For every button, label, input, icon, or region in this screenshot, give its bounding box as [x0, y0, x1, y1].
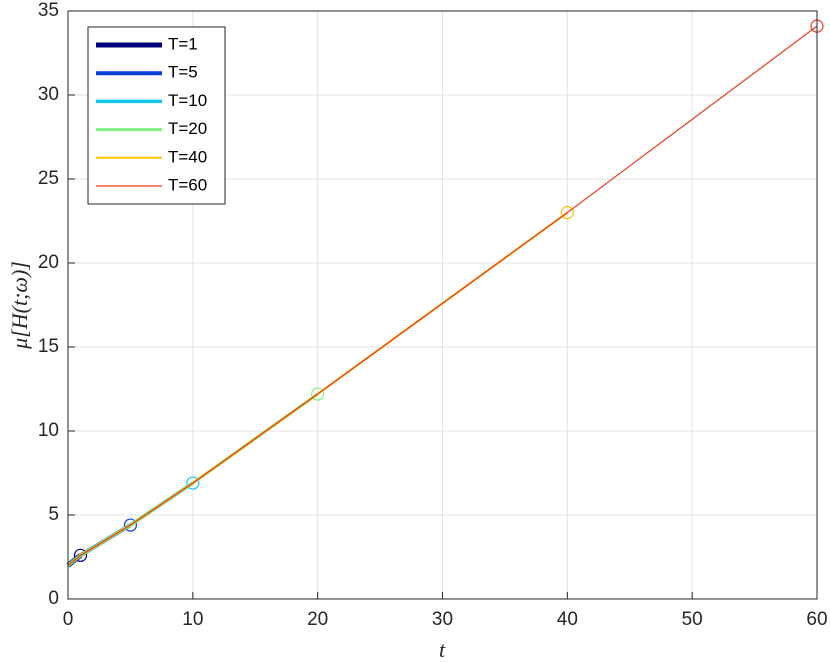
y-tick-label: 10	[38, 420, 59, 441]
end-marker	[123, 518, 138, 532]
x-tick-label: 40	[557, 609, 578, 630]
end-marker	[560, 206, 574, 220]
end-marker	[311, 387, 325, 401]
plot-lines	[66, 19, 824, 568]
x-tick-label: 60	[806, 609, 827, 630]
x-tick-label: 30	[432, 609, 453, 630]
legend-label: T=10	[168, 91, 207, 110]
legend-box	[87, 26, 226, 205]
end-marker	[186, 476, 200, 490]
legend-label: T=20	[168, 119, 207, 138]
x-axis-label: t	[439, 637, 446, 662]
x-tick-label: 10	[182, 609, 203, 630]
legend-label: T=40	[168, 147, 207, 166]
y-tick-label: 25	[38, 168, 59, 189]
x-tick-label: 20	[307, 609, 328, 630]
y-tick-label: 5	[48, 504, 59, 525]
legend-label: T=1	[168, 34, 198, 53]
y-tick-label: 15	[38, 336, 59, 357]
y-tick-label: 0	[48, 588, 59, 609]
end-marker	[73, 548, 88, 562]
y-tick-label: 30	[38, 84, 59, 105]
x-tick-label: 0	[63, 609, 74, 630]
y-axis-label: μ[H(t;ω)]	[7, 261, 32, 350]
legend: T=1 T=5 T=10 T=20 T=40 T=60	[87, 26, 226, 205]
legend-label: T=60	[168, 175, 207, 194]
legend-label: T=5	[168, 63, 198, 82]
series-line	[67, 25, 818, 566]
x-tick-label: 50	[682, 609, 703, 630]
y-tick-label: 35	[38, 0, 59, 21]
y-tick-label: 20	[38, 252, 59, 273]
